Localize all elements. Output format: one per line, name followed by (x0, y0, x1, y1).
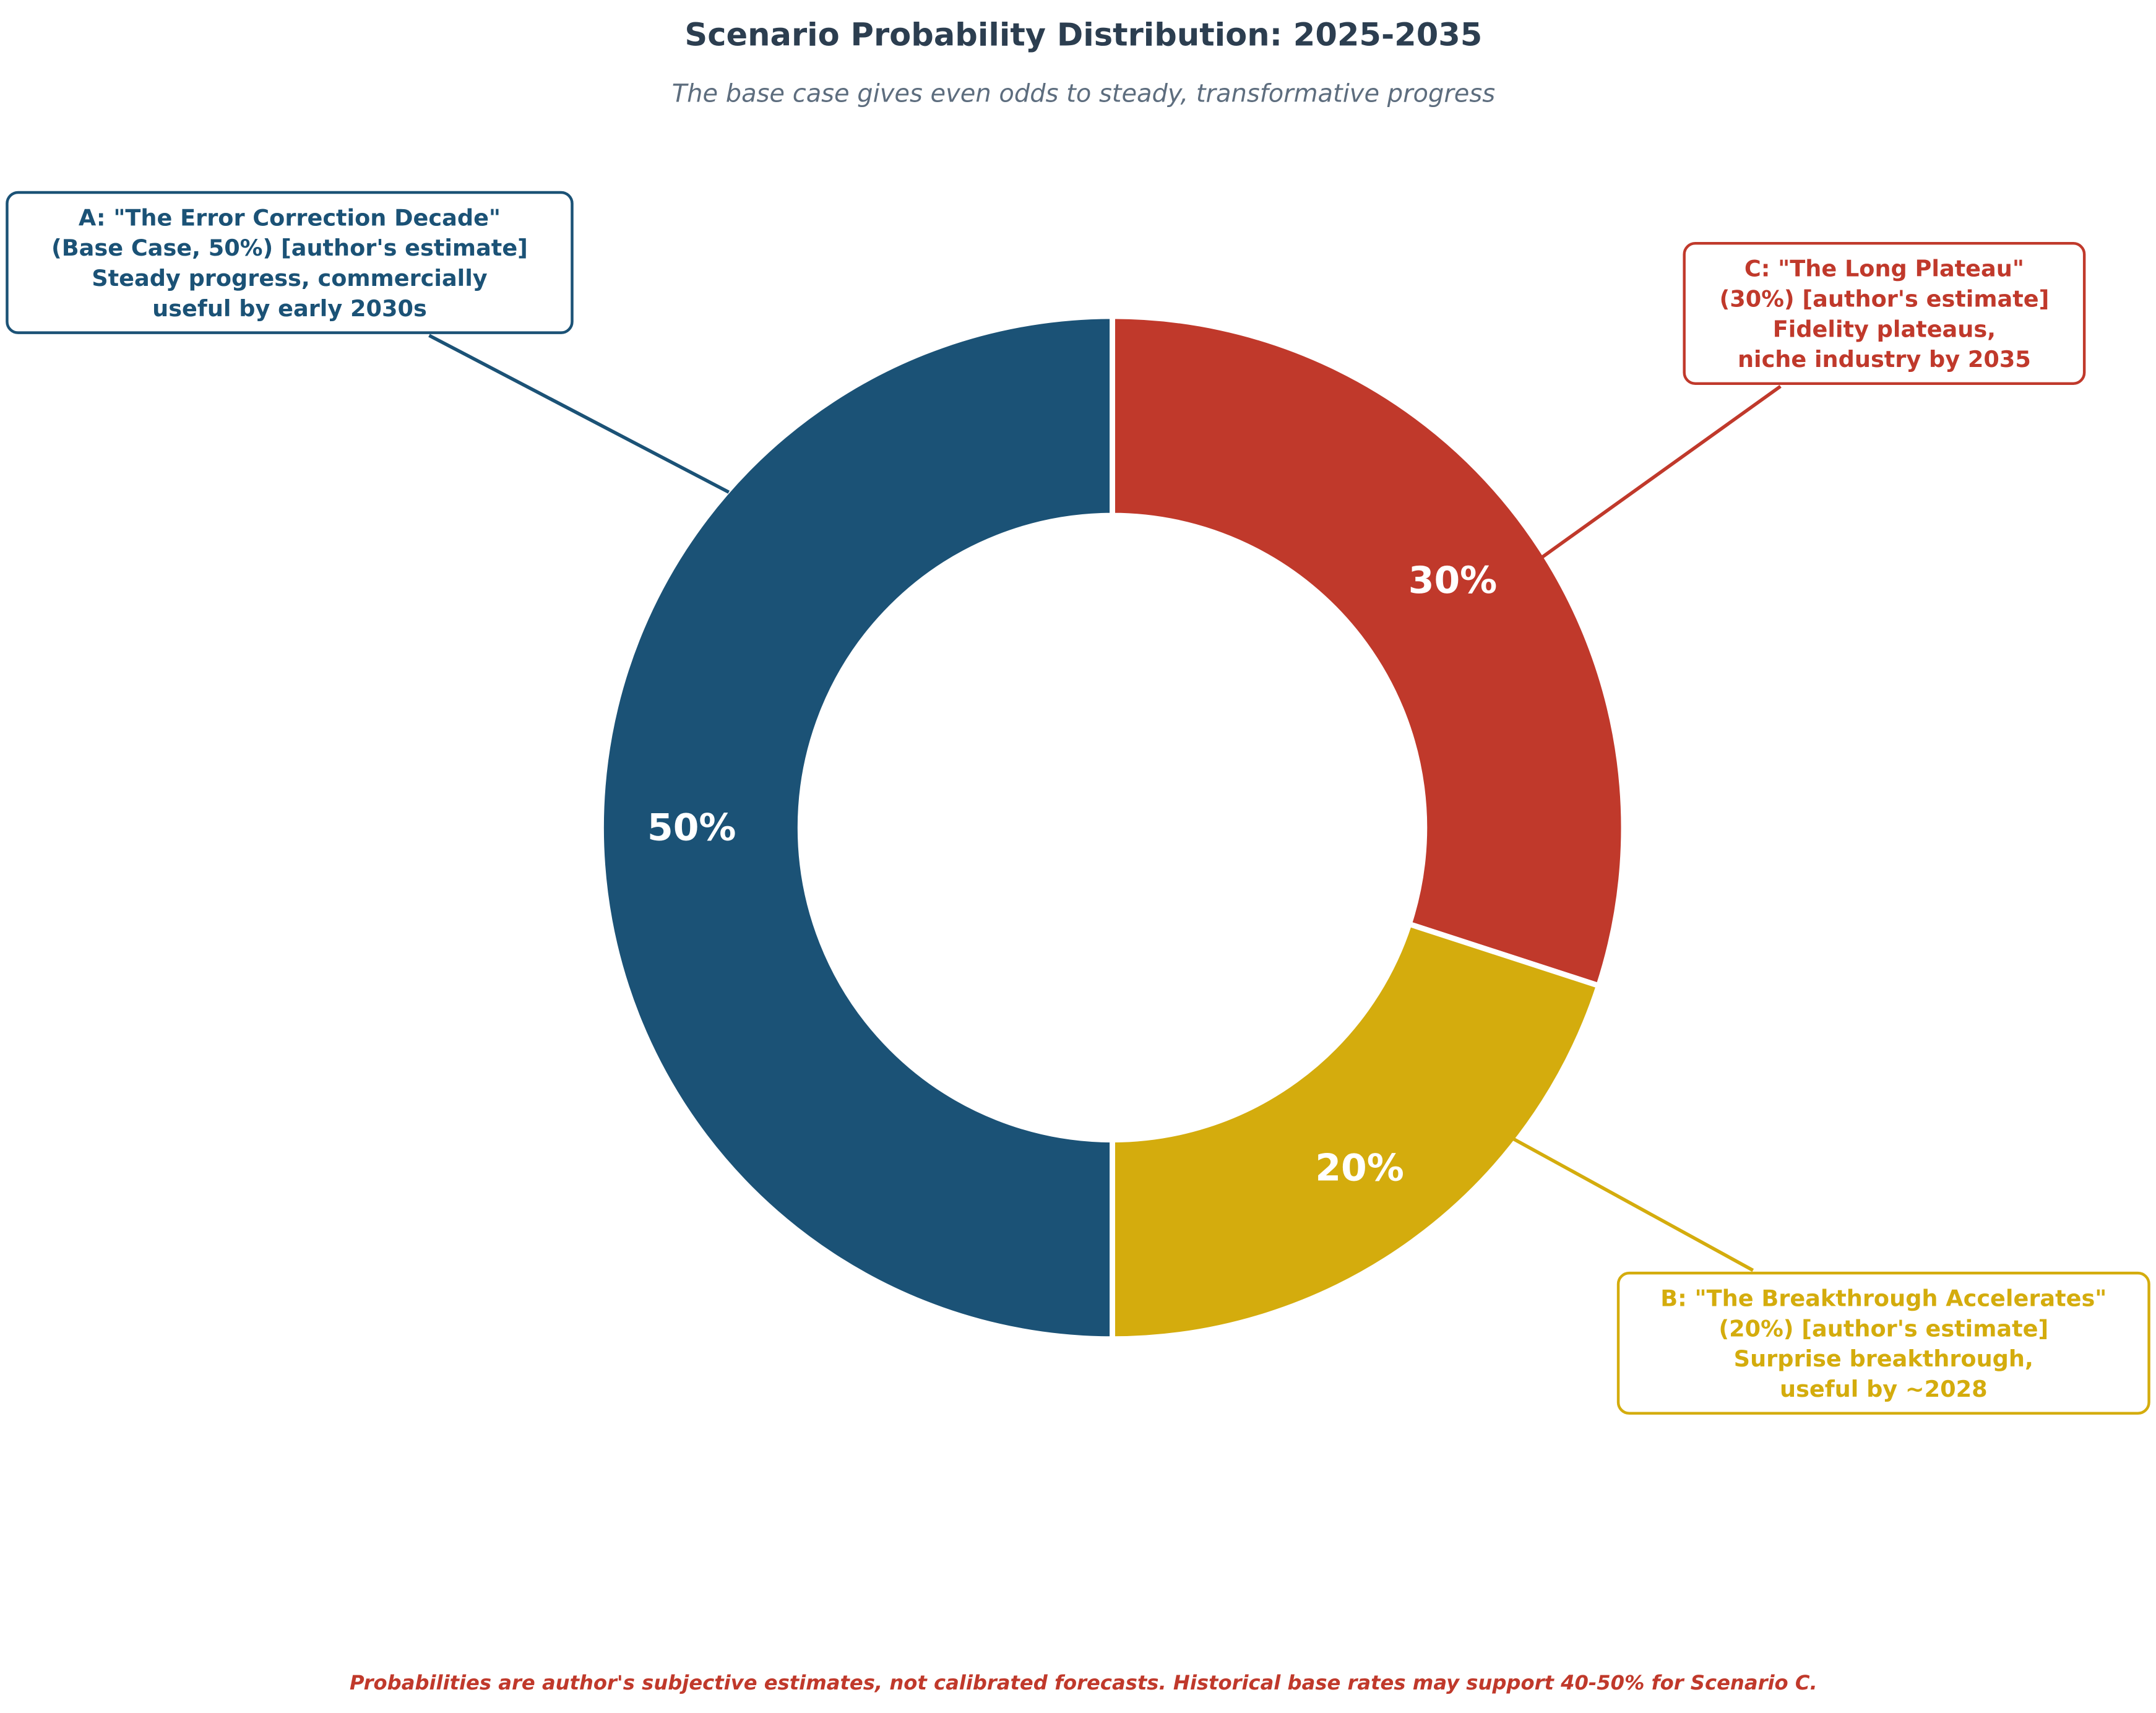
annotation-leader-B (1511, 1136, 1754, 1272)
annotation-text-C: (30%) [author's estimate] (1719, 285, 2049, 312)
slice-label-B: 20% (1315, 1146, 1404, 1189)
annotation-text-B: B: "The Breakthrough Accelerates" (1660, 1285, 2106, 1311)
slice-C (1110, 313, 1627, 990)
slice-A (598, 313, 1115, 1342)
annotation-text-A: A: "The Error Correction Decade" (79, 204, 501, 231)
annotation-text-B: (20%) [author's estimate] (1718, 1315, 2048, 1342)
annotation-text-B: useful by ~2028 (1780, 1376, 1988, 1402)
annotation-text-C: C: "The Long Plateau" (1744, 256, 2024, 282)
slices-group: 30% 20% 50% (598, 313, 1627, 1342)
annotation-text-C: Fidelity plateaus, (1773, 316, 1996, 342)
annotation-text-A: (Base Case, 50%) [author's estimate] (51, 235, 528, 261)
annotation-box-A (6, 191, 574, 334)
slice-label-C: 30% (1408, 559, 1498, 602)
annotation-text-B: Surprise breakthrough, (1734, 1345, 2033, 1372)
annotation-box-B (1616, 1271, 2150, 1415)
slice-B (1110, 920, 1603, 1342)
annotation-text-A: Steady progress, commercially (92, 265, 488, 291)
annotation-leader-C (1542, 384, 1782, 558)
annotations-group: C: "The Long Plateau" (30%) [author's est… (6, 191, 2150, 1415)
chart-title: Scenario Probability Distribution: 2025-… (684, 17, 1482, 53)
annotation-box-C (1683, 241, 2086, 386)
chart-subtitle: The base case gives even odds to steady,… (672, 79, 1495, 108)
annotation-text-A: useful by early 2030s (152, 295, 427, 322)
annotation-text-C: niche industry by 2035 (1738, 346, 2031, 373)
annotation-leader-A (428, 334, 730, 494)
slice-label-A: 50% (647, 806, 736, 849)
footnote: Probabilities are author's subjective es… (350, 1671, 1818, 1694)
